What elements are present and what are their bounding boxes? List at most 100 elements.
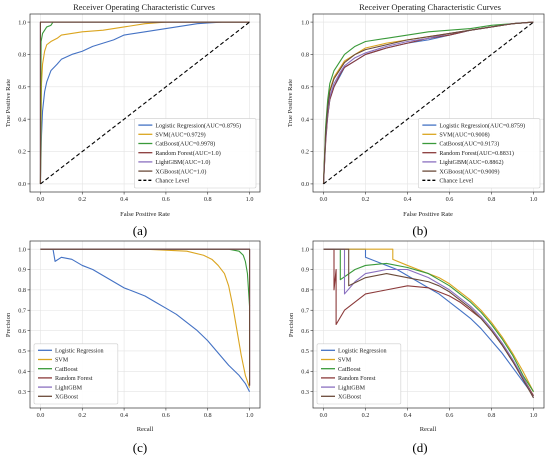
panel-a-ytick-label: 0.0 [18,181,26,188]
panel-b-ytick-label: 0.8 [301,52,309,59]
panel-b-xtick-label: 0.2 [362,196,370,203]
panel-b-series-chance-level [323,21,534,185]
panel-b-frame [312,13,545,193]
panel-a-xtick-label: 0.6 [162,196,170,203]
panel-a-plot: 0.0 0.2 0.4 0.6 0.8 1.0 0.0 0.2 0.4 0.6 0.8 1.0 Logi… [18,13,261,203]
panel-c-series-group [40,248,251,392]
panel-c-frame [29,240,261,409]
panel-d-ytick-label: 0.9 [301,267,309,274]
panel-c-plot: 0.0 0.2 0.4 0.6 0.8 1.0 0.3 0.4 0.5 0.6 0.7 0.8 0.9 1… [18,240,261,419]
panel-d-xtick-label: 0.4 [404,412,412,419]
panel-d-plot: 0.0 0.2 0.4 0.6 0.8 1.0 0.3 0.4 0.5 0.6 0.7 0.8 0.9 1… [301,240,545,419]
panel-d-ylabel: Precision [288,312,295,337]
panel-c: 0.0 0.2 0.4 0.6 0.8 1.0 0.3 0.4 0.5 0.6 0.7 0.8 0.9 1… [5,240,261,455]
panel-d-xtick-label: 0.8 [488,412,496,419]
panel-c-ytick-label: 0.6 [18,328,26,335]
panel-a-ytick-label: 0.6 [18,84,26,91]
panel-a-xtick-label: 0.4 [120,196,128,203]
panel-a-series-chance-level [40,21,250,185]
panel-c-ytick-label: 0.7 [18,307,26,314]
panel-a-series-group [39,21,250,185]
panel-a-ylabel: True Positive Rate [5,79,12,127]
panel-b-ytick-label: 0.0 [301,181,309,188]
panel-b-series-xgboost [322,21,534,184]
panel-c-ytick-label: 0.5 [18,348,26,355]
panel-a: Receiver Operating Characteristic Curves… [5,2,261,238]
panel-d-ytick-label: 0.6 [301,328,309,335]
panel-a-series-xgboost [39,21,250,184]
panel-d-ytick-label: 0.7 [301,307,309,314]
panel-c-legend-label-xgboost: XGBoost [55,395,78,401]
panel-d-legend: Logistic Regression SVM CatBoost Random For… [316,343,402,405]
panel-a-legend-label-chance-level: Chance Level [155,179,189,185]
panel-b-ylabel: True Positive Rate [287,79,294,127]
panel-d-series-logistic-regression [323,248,534,397]
panel-d-label: (d) [412,440,427,455]
panel-c-series-svm [40,248,251,388]
panel-b-ytick-label: 0.2 [301,149,309,156]
panel-c-legend-label-lightgbm: LightGBM [55,385,83,391]
panel-a-ytick-label: 0.8 [18,52,26,59]
panel-a-xlabel: False Positive Rate [120,211,170,218]
panel-d-xtick-label: 0.6 [446,412,454,419]
panel-a-ytick-label: 0.2 [18,149,26,156]
panel-a-legend: Logistic Regression(AUC=0.8795) SVM(AUC=0… [134,118,257,189]
panel-b-xtick-label: 1.0 [530,196,538,203]
panel-d-series-svm [323,248,534,392]
panel-d-legend-box [316,343,402,405]
panel-b-xtick-label: 0.4 [404,196,412,203]
panel-b-legend-label-chance-level: Chance Level [439,179,473,185]
panel-a-ytick-label: 1.0 [18,19,26,26]
panel-a-series-logistic-regression [39,21,250,184]
panel-a-title: Receiver Operating Characteristic Curves [73,2,215,12]
panel-a-legend-label-svm: SVM(AUC=0.9729) [155,132,205,139]
panel-d-series-xgboost [323,248,534,399]
panel-d-frame [312,240,545,409]
panel-c-legend-label-catboost: CatBoost [55,367,78,373]
panel-d-xtick-label: 0.0 [320,412,328,419]
panel-c-xtick-label: 1.0 [246,412,254,419]
panel-c-xtick-label: 0.6 [162,412,170,419]
panel-c-legend-label-logistic-regression: Logistic Regression [55,349,104,355]
panel-d-series-catboost [323,248,534,393]
panel-c-xtick-label: 0.4 [120,412,128,419]
panel-b-xlabel: False Positive Rate [403,211,453,218]
panel-a-xtick-label: 1.0 [246,196,254,203]
panel-c-ylabel: Precision [5,312,12,337]
panel-a-legend-label-lightgbm: LightGBM(AUC=1.0) [155,159,210,166]
panel-c-xtick-label: 0.8 [204,412,212,419]
panel-a-label: (a) [133,223,147,238]
panel-b-legend-box [418,118,541,189]
panel-b-ytick-label: 0.4 [301,116,309,123]
panel-d-ytick-label: 1.0 [301,246,309,253]
panel-d-legend-label-svm: SVM [338,358,352,364]
panel-d-series-group [323,248,534,399]
panel-c-legend-label-random-forest: Random Forest [55,376,93,382]
panel-a-xtick-label: 0.2 [78,196,86,203]
panel-c-legend: Logistic Regression SVM CatBoost Random For… [33,343,119,405]
panel-b-xtick-label: 0.0 [320,196,328,203]
panel-b-legend-label-catboost: CatBoost(AUC=0.9173) [439,141,499,148]
panel-c-ytick-label: 0.3 [18,389,26,396]
panel-b-legend-label-xgboost: XGBoost(AUC=0.9009) [439,168,499,175]
panel-a-frame [29,13,261,193]
panel-b-legend: Logistic Regression(AUC=0.8759) SVM(AUC=0… [418,118,541,189]
panel-c-series-logistic-regression [40,248,251,392]
panel-d-legend-label-catboost: CatBoost [338,367,361,373]
panel-b-plot: 0.0 0.2 0.4 0.6 0.8 1.0 0.0 0.2 0.4 0.6 0.8 1.0 Logi… [301,13,545,203]
panel-b-legend-label-random-forest: Random Forest(AUC=0.8831) [439,150,514,157]
panel-b-legend-label-svm: SVM(AUC=0.9008) [439,132,489,139]
panel-a-ytick-label: 0.4 [18,116,26,123]
panel-c-label: (c) [133,440,147,455]
panel-b-series-catboost [322,21,534,184]
panel-c-legend-box [33,343,119,405]
panel-c-ytick-label: 0.8 [18,287,26,294]
panel-b-ytick-label: 1.0 [301,19,309,26]
panel-a-legend-label-random-forest: Random Forest(AUC=1.0) [155,150,220,157]
panel-d-legend-label-xgboost: XGBoost [338,395,361,401]
panel-d-legend-label-lightgbm: LightGBM [338,385,366,391]
panel-a-legend-label-catboost: CatBoost(AUC=0.9978) [155,141,215,148]
panel-b: Receiver Operating Characteristic Curves… [287,2,545,238]
panel-a-legend-label-xgboost: XGBoost(AUC=1.0) [155,168,206,175]
